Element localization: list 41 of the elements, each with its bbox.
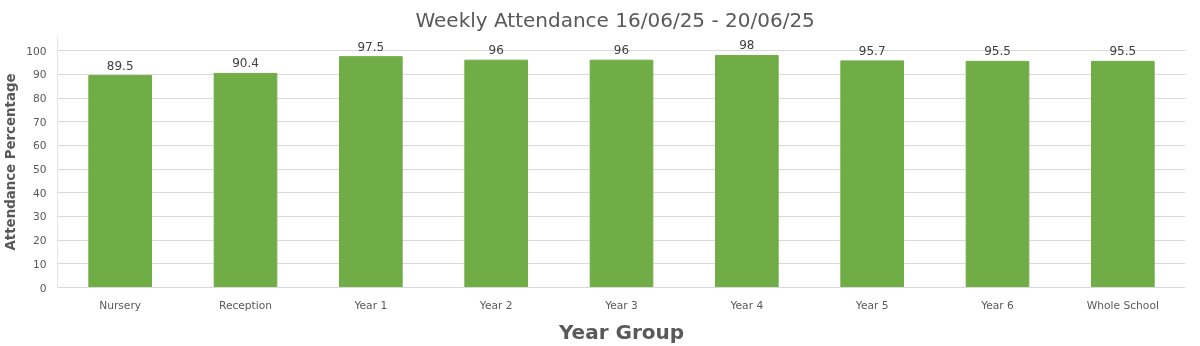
chart-title: Weekly Attendance 16/06/25 - 20/06/25 bbox=[415, 7, 815, 32]
data-label: 90.4 bbox=[232, 56, 259, 71]
data-label: 98 bbox=[739, 38, 755, 53]
x-tick-label: Reception bbox=[218, 298, 273, 312]
y-tick-label: 60 bbox=[32, 139, 47, 153]
y-tick-label: 0 bbox=[39, 281, 47, 295]
x-tick-label: Nursery bbox=[99, 298, 142, 312]
x-tick-label: Year 3 bbox=[604, 298, 638, 312]
x-tick-label: Year 2 bbox=[478, 298, 513, 312]
x-tick-label: Year 6 bbox=[980, 298, 1015, 312]
y-tick-label: 20 bbox=[32, 234, 47, 248]
bar bbox=[715, 54, 779, 288]
x-axis-title: Year Group bbox=[557, 319, 685, 344]
bar bbox=[88, 75, 152, 288]
data-label: 97.5 bbox=[357, 39, 385, 54]
data-label: 89.5 bbox=[106, 58, 134, 73]
x-tick-label: Whole School bbox=[1086, 298, 1159, 312]
y-tick-label: 10 bbox=[32, 257, 47, 271]
y-tick-label: 100 bbox=[26, 44, 47, 58]
y-tick-label: 70 bbox=[32, 115, 47, 129]
y-axis-title: Attendance Percentage bbox=[3, 73, 19, 251]
bar bbox=[339, 56, 403, 288]
y-tick-label: 80 bbox=[32, 92, 47, 106]
bar bbox=[965, 60, 1030, 288]
data-label: 96 bbox=[488, 43, 504, 58]
bar bbox=[589, 59, 654, 288]
y-tick-label: 30 bbox=[32, 210, 47, 224]
bar bbox=[840, 60, 904, 288]
x-tick-label: Year 4 bbox=[729, 298, 764, 312]
bar bbox=[213, 72, 278, 288]
x-tick-label: Year 5 bbox=[854, 298, 889, 312]
bar bbox=[464, 59, 528, 288]
x-tick-label: Year 1 bbox=[353, 298, 388, 312]
y-tick-label: 40 bbox=[32, 186, 47, 200]
data-label: 95.5 bbox=[1109, 44, 1137, 59]
bar bbox=[1091, 60, 1155, 288]
y-tick-label: 50 bbox=[32, 163, 47, 177]
data-label: 95.7 bbox=[858, 43, 886, 58]
data-label: 95.5 bbox=[984, 44, 1011, 59]
y-tick-label: 90 bbox=[32, 68, 47, 82]
data-label: 96 bbox=[613, 43, 630, 58]
